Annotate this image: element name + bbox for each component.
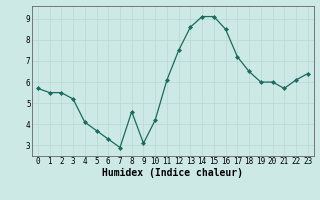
- X-axis label: Humidex (Indice chaleur): Humidex (Indice chaleur): [102, 168, 243, 178]
